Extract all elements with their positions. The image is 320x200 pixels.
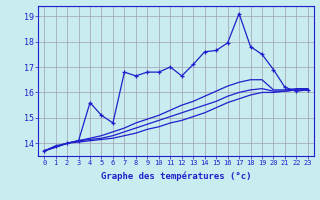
X-axis label: Graphe des températures (°c): Graphe des températures (°c) [101,172,251,181]
